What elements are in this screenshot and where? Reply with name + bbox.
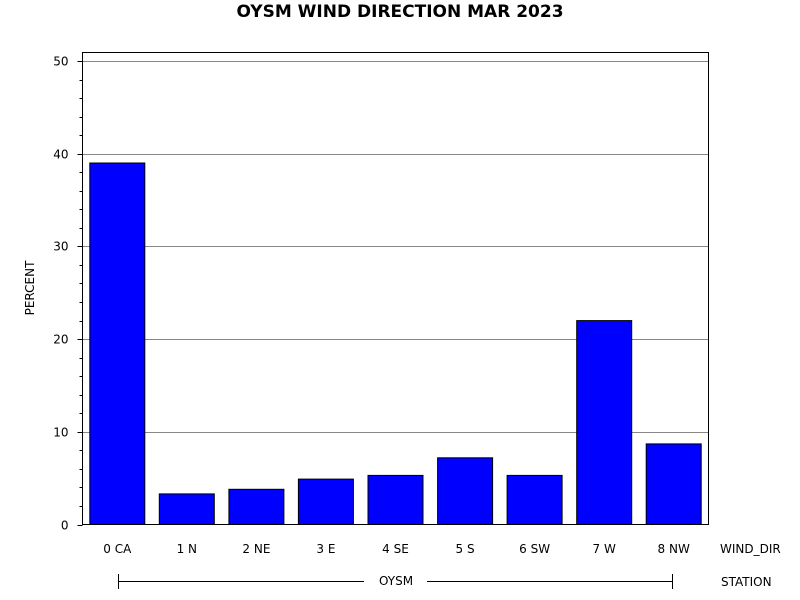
station-bracket: OYSM <box>118 574 673 589</box>
bar <box>158 493 215 525</box>
bar <box>89 162 146 525</box>
bar <box>228 488 285 525</box>
x-tick-label: 5 S <box>456 542 475 556</box>
x-tick-label: 2 NE <box>242 542 270 556</box>
y-tick-label: 20 <box>53 333 68 347</box>
x-tick-label: 0 CA <box>103 542 132 556</box>
bar <box>437 457 494 525</box>
y-tick-label: 40 <box>53 148 68 162</box>
station-axis-label: STATION <box>721 575 772 589</box>
bar <box>506 474 563 525</box>
x-tick-label: 4 SE <box>382 542 409 556</box>
y-tick-label: 0 <box>61 519 69 533</box>
x-tick-label: 6 SW <box>519 542 550 556</box>
y-tick-label: 50 <box>53 55 68 69</box>
bars <box>89 162 702 526</box>
x-axis: 0 CA 1 N 2 NE 3 E 4 SE 5 S 6 SW 7 W 8 NW <box>103 542 690 556</box>
bar <box>645 443 702 525</box>
bar <box>297 478 354 526</box>
y-tick-label: 30 <box>53 240 68 254</box>
x-axis-label: WIND_DIR <box>720 542 781 556</box>
x-tick-label: 8 NW <box>658 542 690 556</box>
bar <box>576 320 633 525</box>
station-name: OYSM <box>379 574 413 588</box>
chart-title: OYSM WIND DIRECTION MAR 2023 <box>236 2 563 22</box>
y-tick-label: 10 <box>53 426 68 440</box>
plot-frame <box>82 52 709 525</box>
y-axis: 0 10 20 30 40 50 <box>53 55 83 533</box>
x-tick-label: 3 E <box>316 542 335 556</box>
x-tick-label: 7 W <box>593 542 616 556</box>
x-tick-label: 1 N <box>177 542 197 556</box>
y-axis-label: PERCENT <box>23 260 37 315</box>
bar <box>367 474 424 525</box>
